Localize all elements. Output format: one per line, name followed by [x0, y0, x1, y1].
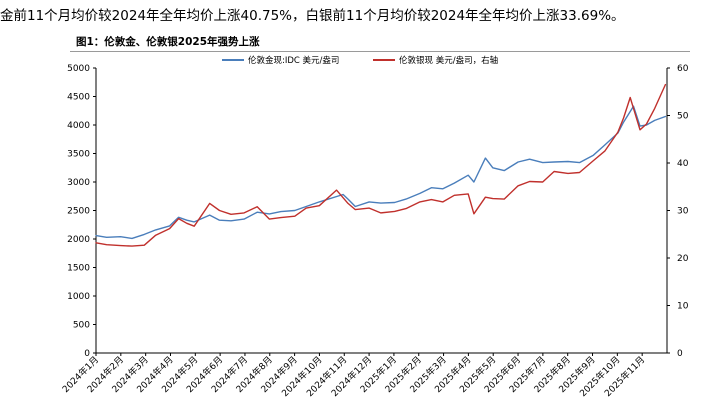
- x-axis-ticks: 2024年1月2024年2月2024年3月2024年4月2024年5月2024年…: [60, 353, 647, 399]
- left-tick-label: 0: [84, 349, 90, 359]
- right-tick-label: 50: [677, 112, 689, 122]
- left-tick-label: 5000: [67, 64, 90, 74]
- right-tick-label: 40: [677, 159, 689, 169]
- intro-paragraph: 金前11个月均价较2024年全年均价上涨40.75%，白银前11个月均价较202…: [0, 8, 625, 24]
- left-tick-label: 3500: [67, 150, 90, 160]
- legend-label: 伦敦金现:IDC 美元/盎司: [248, 55, 339, 66]
- left-tick-label: 2500: [67, 207, 90, 217]
- left-tick-label: 4000: [67, 121, 90, 131]
- right-tick-label: 20: [677, 254, 689, 264]
- left-tick-label: 4500: [67, 93, 90, 103]
- right-axis-ticks: 0 10 20 30 40 50 60: [667, 64, 689, 359]
- title-divider: [70, 51, 690, 52]
- left-tick-label: 500: [73, 321, 90, 331]
- legend-label: 伦敦银现 美元/盎司，右轴: [399, 55, 498, 66]
- right-tick-label: 60: [677, 64, 689, 74]
- left-axis-ticks: 0 500 1000 1500 2000 2500 3000 3500 4000 4500 5000: [67, 64, 96, 359]
- left-tick-label: 2000: [67, 235, 90, 245]
- right-tick-label: 0: [677, 349, 683, 359]
- left-tick-label: 1500: [67, 264, 90, 274]
- series-line-silver: [95, 83, 667, 247]
- right-tick-label: 30: [677, 207, 689, 217]
- left-tick-label: 3000: [67, 178, 90, 188]
- chart-axes: [95, 68, 668, 354]
- chart-legend: 伦敦金现:IDC 美元/盎司 伦敦银现 美元/盎司，右轴: [222, 55, 498, 66]
- series-layer: [95, 83, 667, 247]
- figure-title: 图1：伦敦金、伦敦银2025年强势上涨: [76, 36, 260, 48]
- series-line-gold: [95, 105, 667, 240]
- right-tick-label: 10: [677, 302, 689, 312]
- left-tick-label: 1000: [67, 292, 90, 302]
